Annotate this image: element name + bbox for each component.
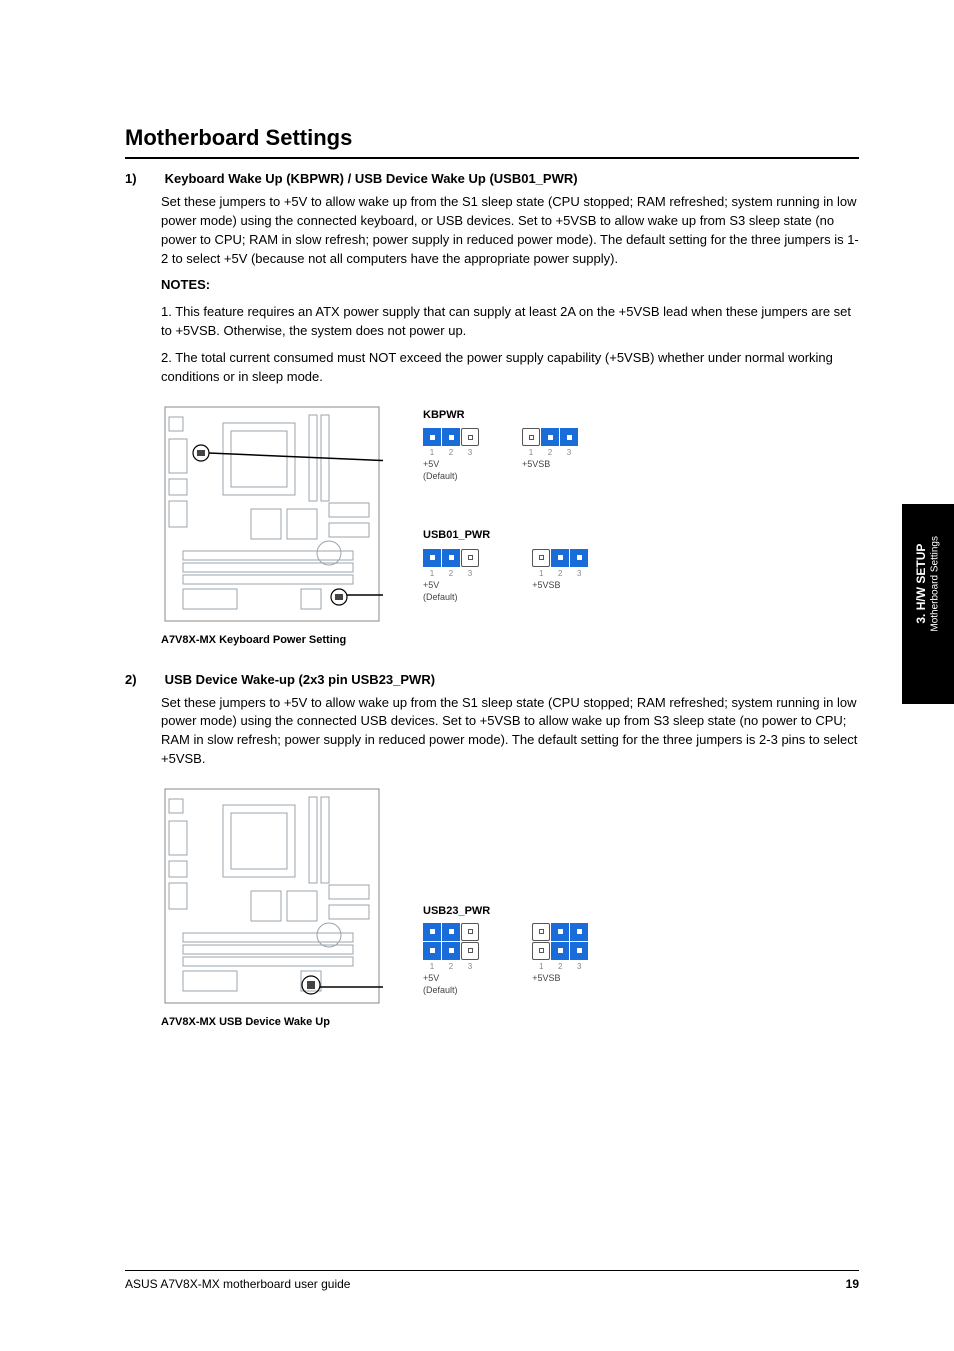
item1-note1: 1. This feature requires an ATX power su… [161, 303, 859, 341]
item1-notes: NOTES: [161, 276, 859, 295]
usb23-right-row1 [532, 923, 589, 941]
usb23-label: USB23_PWR [423, 905, 490, 917]
item2-p1: Set these jumpers to +5V to allow wake u… [161, 694, 859, 769]
board-diagram-1: A7V8X-MX Keyboard Power Setting [161, 403, 383, 646]
kbpwr-left-sub: (Default) [423, 471, 480, 481]
usb23-left-row1 [423, 923, 490, 941]
usb23-left-state: +5V [423, 973, 490, 983]
usb01-left-sub: (Default) [423, 592, 490, 602]
item1-note2: 2. The total current consumed must NOT e… [161, 349, 859, 387]
usb01-left-jumper [423, 549, 480, 567]
kbpwr-right-state: +5VSB [522, 459, 579, 469]
jumper-group-kbpwr: KBPWR 123 +5V (Default) [423, 409, 631, 482]
usb01-left-state: +5V [423, 580, 490, 590]
usb23-left-sub: (Default) [423, 985, 490, 995]
kbpwr-left-state: +5V [423, 459, 480, 469]
usb23-right-state: +5VSB [532, 973, 589, 983]
section-title: Motherboard Settings [125, 125, 859, 159]
footer: ASUS A7V8X-MX motherboard user guide 19 [125, 1270, 859, 1291]
item1-head: 1) Keyboard Wake Up (KBPWR) / USB Device… [125, 171, 859, 186]
side-tab: 3. H/W SETUP Motherboard Settings [902, 504, 954, 704]
jumper-group-usb23: USB23_PWR 123 +5V (Default) [423, 905, 631, 995]
figure-2: A7V8X-MX USB Device Wake Up USB23_PWR [161, 785, 859, 1028]
usb23-right-row2 [532, 942, 589, 960]
item1-title: Keyboard Wake Up (KBPWR) / USB Device Wa… [165, 171, 578, 186]
item2-head: 2) USB Device Wake-up (2x3 pin USB23_PWR… [125, 672, 859, 687]
sidetab-line1: 3. H/W SETUP [914, 544, 928, 624]
fig1-caption: A7V8X-MX Keyboard Power Setting [161, 634, 383, 646]
kbpwr-label: KBPWR [423, 409, 480, 421]
fig2-caption: A7V8X-MX USB Device Wake Up [161, 1016, 383, 1028]
kbpwr-right-jumper [522, 428, 579, 446]
item2-title: USB Device Wake-up (2x3 pin USB23_PWR) [165, 672, 435, 687]
usb01-label: USB01_PWR [423, 529, 490, 541]
board-diagram-2: A7V8X-MX USB Device Wake Up [161, 785, 383, 1028]
usb23-left-row2 [423, 942, 490, 960]
usb01-right-state: +5VSB [532, 580, 589, 590]
kbpwr-left-jumper [423, 428, 480, 446]
usb01-right-jumper [532, 549, 589, 567]
footer-page: 19 [846, 1277, 859, 1291]
notes-label: NOTES: [161, 277, 210, 292]
item1-num: 1) [125, 171, 161, 186]
jumper-group-usb01: USB01_PWR 123 +5V (Default) [423, 529, 631, 602]
footer-left: ASUS A7V8X-MX motherboard user guide [125, 1277, 350, 1291]
figure-1: A7V8X-MX Keyboard Power Setting KBPWR 12… [161, 403, 859, 646]
item2-num: 2) [125, 672, 161, 687]
item1-p1: Set these jumpers to +5V to allow wake u… [161, 193, 859, 268]
sidetab-line2: Motherboard Settings [929, 536, 940, 632]
